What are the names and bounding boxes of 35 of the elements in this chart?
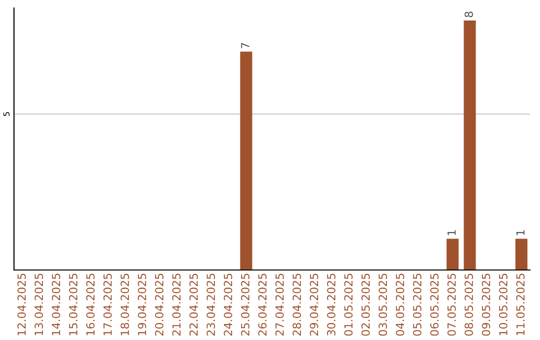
x-tick-label: 27.04.2025 <box>275 274 284 336</box>
x-tick-label: 23.04.2025 <box>206 274 216 336</box>
data-label: 7 <box>241 43 250 48</box>
x-tick-label: 30.04.2025 <box>327 274 336 336</box>
x-tick-label: 28.04.2025 <box>292 274 302 336</box>
x-tick-label: 01.05.2025 <box>344 274 353 336</box>
x-tick-label: 16.04.2025 <box>86 274 95 336</box>
x-tick-label: 17.04.2025 <box>103 274 112 336</box>
x-tick-label: 18.04.2025 <box>120 274 130 336</box>
x-tick-label: 22.04.2025 <box>189 274 198 336</box>
data-label: 1 <box>516 230 524 236</box>
y-tick-label: 5 <box>3 112 10 116</box>
x-tick-label: 13.04.2025 <box>34 274 44 336</box>
data-label: 1 <box>448 230 456 236</box>
x-tick-label: 02.05.2025 <box>361 274 370 336</box>
x-tick-label: 08.05.2025 <box>464 274 474 336</box>
data-label: 8 <box>464 12 474 18</box>
x-tick-label: 05.05.2025 <box>413 274 422 336</box>
x-tick-label: 26.04.2025 <box>258 274 267 336</box>
x-tick-label: 21.04.2025 <box>172 274 181 336</box>
x-tick-label: 12.04.2025 <box>17 274 26 336</box>
x-tick-label: 24.04.2025 <box>224 274 232 336</box>
x-tick-label: 04.05.2025 <box>396 274 404 336</box>
x-tick-label: 29.04.2025 <box>310 274 318 336</box>
x-tick-label: 09.05.2025 <box>482 274 490 336</box>
x-tick-label: 07.05.2025 <box>447 274 456 336</box>
x-tick-label: 10.05.2025 <box>499 274 508 336</box>
x-tick-label: 11.05.2025 <box>516 274 525 336</box>
x-tick-label: 03.05.2025 <box>378 274 388 336</box>
x-tick-label: 14.04.2025 <box>52 274 60 336</box>
x-tick-label: 20.04.2025 <box>155 274 164 336</box>
x-tick-label: 15.04.2025 <box>69 274 78 336</box>
x-tick-label: 25.04.2025 <box>241 274 250 336</box>
x-tick-label: 06.05.2025 <box>430 274 439 336</box>
x-tick-label: 19.04.2025 <box>138 274 146 336</box>
